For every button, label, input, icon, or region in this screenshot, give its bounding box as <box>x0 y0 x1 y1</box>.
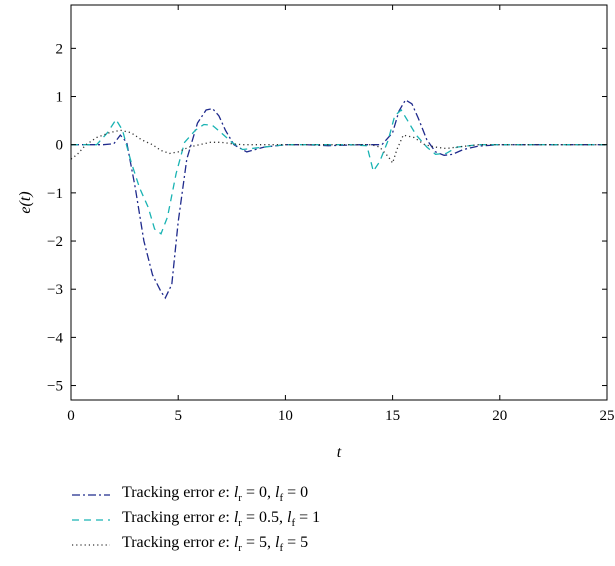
x-tick-label: 0 <box>67 408 75 424</box>
y-tick-label: 0 <box>56 138 64 154</box>
legend-swatch <box>72 543 110 546</box>
y-tick-label: −2 <box>47 234 63 250</box>
legend-label: Tracking error e: lr = 5, lf = 5 <box>122 534 309 555</box>
x-tick-label: 20 <box>492 408 507 424</box>
legend-swatch <box>72 493 110 496</box>
chart: 0 5 10 15 20 25 −5 −4 −3 −2 −1 0 1 2 t e(t) <box>17 4 615 461</box>
series-line-1 <box>71 99 607 300</box>
legend: Tracking error e: lr = 0, lf = 0 Tracking… <box>70 482 320 557</box>
y-tick-label: 1 <box>56 90 64 106</box>
legend-label: Tracking error e: lr = 0.5, lf = 1 <box>122 509 321 530</box>
legend-item-3: Tracking error e: lr = 5, lf = 5 <box>70 532 320 557</box>
plot-frame <box>70 4 608 401</box>
x-tick-label: 5 <box>174 408 182 424</box>
legend-item-2: Tracking error e: lr = 0.5, lf = 1 <box>70 507 320 532</box>
legend-item-1: Tracking error e: lr = 0, lf = 0 <box>70 482 320 507</box>
x-tick-label: 10 <box>278 408 293 424</box>
series-layer <box>70 99 607 300</box>
y-tick-label: 2 <box>56 41 64 57</box>
legend-label: Tracking error e: lr = 0, lf = 0 <box>122 484 309 505</box>
series-line-2 <box>71 108 607 235</box>
legend-swatch <box>72 518 110 521</box>
y-tick-label: −3 <box>47 282 63 298</box>
x-tick-label: 15 <box>385 408 400 424</box>
y-axis-label: e(t) <box>17 191 34 213</box>
y-tick-label: −4 <box>47 330 63 346</box>
series-line-3 <box>70 129 607 165</box>
x-axis-label: t <box>337 444 342 461</box>
x-tick-label: 25 <box>600 408 615 424</box>
tick-layer: 0 5 10 15 20 25 −5 −4 −3 −2 −1 0 1 2 <box>47 5 615 424</box>
y-tick-label: −1 <box>47 186 63 202</box>
y-tick-label: −5 <box>47 379 63 395</box>
